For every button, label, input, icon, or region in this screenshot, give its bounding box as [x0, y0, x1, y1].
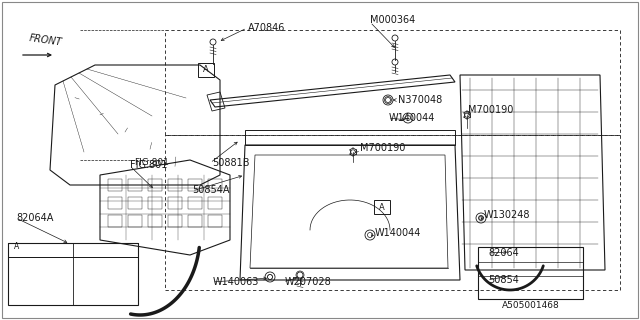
Bar: [198, 63, 214, 77]
Text: 82064A: 82064A: [16, 213, 53, 223]
Bar: [208, 179, 222, 191]
Text: 82064: 82064: [488, 248, 519, 258]
Bar: [148, 197, 162, 209]
Bar: [128, 179, 142, 191]
Text: FRONT: FRONT: [28, 34, 62, 48]
Bar: [128, 215, 142, 227]
Bar: [168, 197, 182, 209]
Bar: [478, 247, 583, 299]
Text: W130248: W130248: [484, 210, 531, 220]
Bar: [108, 179, 122, 191]
Text: 50854: 50854: [488, 275, 519, 285]
Text: W207028: W207028: [285, 277, 332, 287]
Text: FIG.801: FIG.801: [134, 158, 170, 167]
Bar: [8, 243, 138, 305]
Bar: [168, 215, 182, 227]
Bar: [188, 215, 202, 227]
Text: A: A: [379, 203, 385, 212]
Text: M700190: M700190: [360, 143, 405, 153]
Bar: [148, 215, 162, 227]
Bar: [374, 200, 390, 214]
Text: A: A: [203, 66, 209, 75]
Bar: [208, 197, 222, 209]
Bar: [208, 215, 222, 227]
Bar: [8, 243, 138, 257]
Text: 50881B: 50881B: [212, 158, 250, 168]
Bar: [148, 179, 162, 191]
Bar: [128, 197, 142, 209]
Text: A505001468: A505001468: [502, 300, 560, 309]
Text: N370048: N370048: [398, 95, 442, 105]
Text: W140044: W140044: [375, 228, 421, 238]
Text: A70846: A70846: [248, 23, 285, 33]
Bar: [168, 179, 182, 191]
Bar: [108, 215, 122, 227]
Text: 50854A: 50854A: [192, 185, 230, 195]
Bar: [108, 197, 122, 209]
Text: W140063: W140063: [213, 277, 259, 287]
Text: M000364: M000364: [370, 15, 415, 25]
Text: M700190: M700190: [468, 105, 513, 115]
Bar: [188, 197, 202, 209]
Bar: [188, 179, 202, 191]
Text: W140044: W140044: [389, 113, 435, 123]
Text: FIG.801: FIG.801: [130, 160, 168, 170]
Text: A: A: [14, 242, 19, 251]
